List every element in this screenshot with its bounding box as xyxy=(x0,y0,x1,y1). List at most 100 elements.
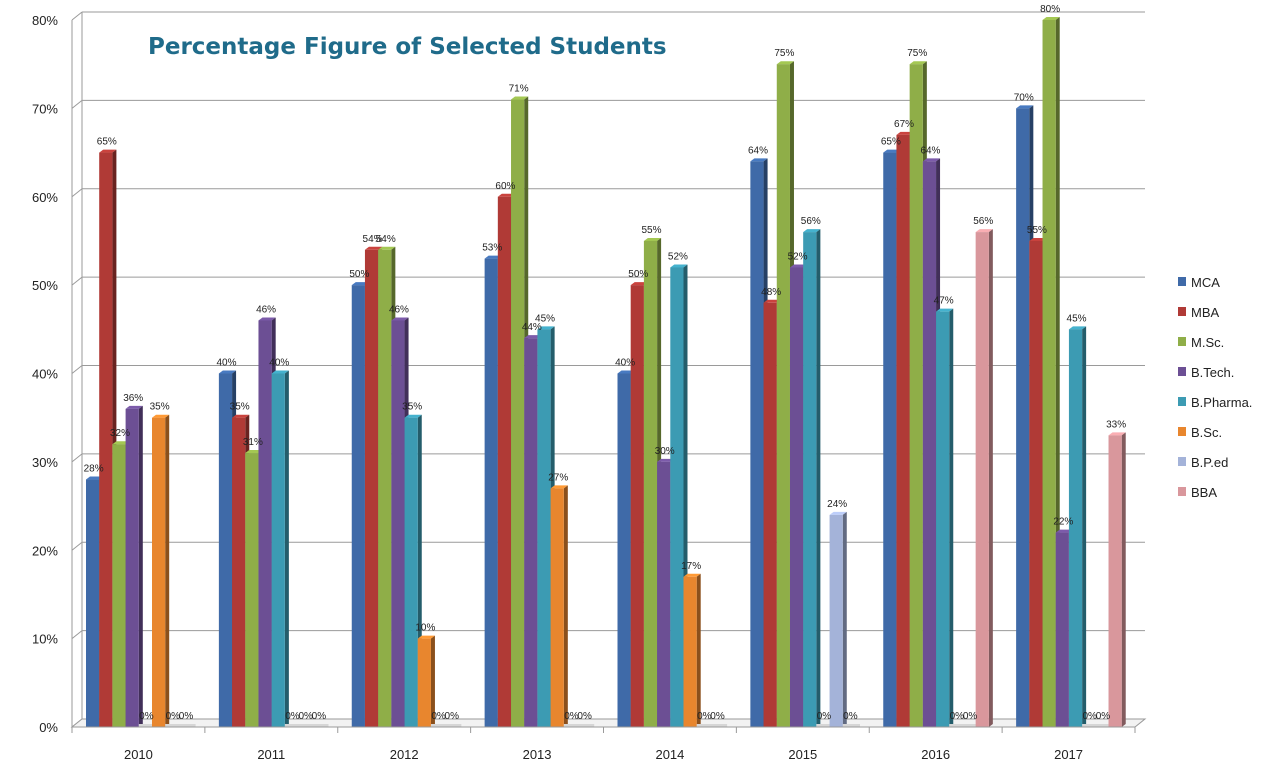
legend: MCA MBA M.Sc. B.Tech. B.Pharma. B.Sc. B.P.ed BB… xyxy=(1178,275,1252,500)
gridline-depth xyxy=(71,11,83,21)
bar-front xyxy=(696,724,714,727)
bar-front xyxy=(936,311,950,727)
legend-swatch xyxy=(1178,427,1186,436)
legend-item: B.Tech. xyxy=(1178,365,1234,380)
data-label: 0% xyxy=(950,711,965,722)
bar-front xyxy=(643,240,658,727)
bar-front xyxy=(896,134,910,727)
y-tick-label: 30% xyxy=(32,455,58,470)
bar-front xyxy=(152,417,166,727)
bar-front xyxy=(1029,240,1043,727)
bar-front xyxy=(1042,20,1056,727)
x-tick-label: 2011 xyxy=(257,747,285,762)
data-label: 45% xyxy=(535,313,555,324)
data-label: 24% xyxy=(827,499,847,510)
bar-top xyxy=(152,414,170,418)
bar xyxy=(975,229,993,727)
data-label: 35% xyxy=(402,402,422,413)
bar-side xyxy=(816,229,821,727)
y-tick-label: 70% xyxy=(32,101,58,116)
gridline-depth xyxy=(71,630,83,640)
data-label: 0% xyxy=(1096,711,1111,722)
y-tick-label: 20% xyxy=(32,543,58,558)
bar-front xyxy=(298,724,316,727)
bar-front xyxy=(511,99,525,728)
x-tick-label: 2016 xyxy=(921,747,950,762)
bar-top xyxy=(776,61,794,65)
bar-front xyxy=(378,249,392,727)
bar-side xyxy=(563,485,568,727)
data-label: 0% xyxy=(285,711,300,722)
x-tick-label: 2015 xyxy=(788,747,817,762)
data-label: 0% xyxy=(817,711,832,722)
bar xyxy=(298,724,316,727)
bar-top xyxy=(417,635,435,639)
bar-front xyxy=(86,479,100,727)
bar-top xyxy=(550,485,568,489)
data-label: 0% xyxy=(445,711,460,722)
data-label: 28% xyxy=(84,464,104,475)
bar-top xyxy=(364,246,383,250)
bar-front xyxy=(776,64,790,727)
data-label: 40% xyxy=(269,358,289,369)
data-label: 47% xyxy=(934,296,954,307)
bar-top xyxy=(670,264,688,268)
bar-top xyxy=(484,255,502,259)
y-tick-label: 10% xyxy=(32,632,58,647)
bar-front xyxy=(271,373,285,727)
data-label: 71% xyxy=(509,84,529,95)
legend-label: MCA xyxy=(1191,275,1220,290)
bar-top xyxy=(683,573,701,577)
data-label: 0% xyxy=(431,711,446,722)
gridline-depth xyxy=(71,276,83,286)
bar-top xyxy=(1068,326,1087,330)
x-tick-label: 2014 xyxy=(655,747,684,762)
legend-item: M.Sc. xyxy=(1178,335,1224,350)
bar-top xyxy=(657,458,675,462)
legend-swatch xyxy=(1178,397,1186,406)
data-label: 60% xyxy=(495,181,515,192)
bar-top xyxy=(763,299,781,303)
bar-front xyxy=(417,638,431,727)
y-tick-label: 60% xyxy=(32,190,58,205)
bar xyxy=(1108,432,1126,727)
legend-swatch xyxy=(1178,367,1186,376)
data-label: 55% xyxy=(641,225,661,236)
bar-side xyxy=(165,414,170,727)
data-label: 0% xyxy=(179,711,194,722)
gridline-depth xyxy=(71,188,83,198)
bar xyxy=(125,405,143,727)
bar-top xyxy=(750,158,768,162)
bar-front xyxy=(709,724,728,727)
bar-top xyxy=(617,370,635,374)
bar-front xyxy=(484,258,498,727)
bar-front xyxy=(99,152,113,727)
bar-front xyxy=(232,417,246,727)
data-label: 46% xyxy=(256,304,276,315)
y-tick-label: 0% xyxy=(39,720,58,735)
data-label: 52% xyxy=(788,251,808,262)
bar xyxy=(962,724,980,727)
bar-front xyxy=(444,724,462,727)
bar-top xyxy=(86,476,104,480)
x-tick-label: 2012 xyxy=(390,747,419,762)
gridline-depth xyxy=(71,541,83,551)
data-labels: 28%65%32%36%0%35%0%0%40%35%31%46%40%0%0%… xyxy=(84,4,1127,722)
legend-label: M.Sc. xyxy=(1191,335,1224,350)
bar-side xyxy=(284,370,289,727)
y-tick-label: 80% xyxy=(32,13,58,28)
bar-front xyxy=(975,232,989,727)
bar-front xyxy=(284,724,303,727)
bar xyxy=(550,485,568,727)
bar-side xyxy=(988,229,993,727)
bar-front xyxy=(1095,724,1113,727)
data-label: 45% xyxy=(1067,313,1087,324)
legend-label: MBA xyxy=(1191,305,1220,320)
bar xyxy=(271,370,289,727)
bar-top xyxy=(258,317,276,321)
data-label: 48% xyxy=(761,287,781,298)
data-label: 0% xyxy=(166,711,181,722)
bar-front xyxy=(883,152,897,727)
bar xyxy=(178,724,196,727)
data-label: 54% xyxy=(376,234,396,245)
